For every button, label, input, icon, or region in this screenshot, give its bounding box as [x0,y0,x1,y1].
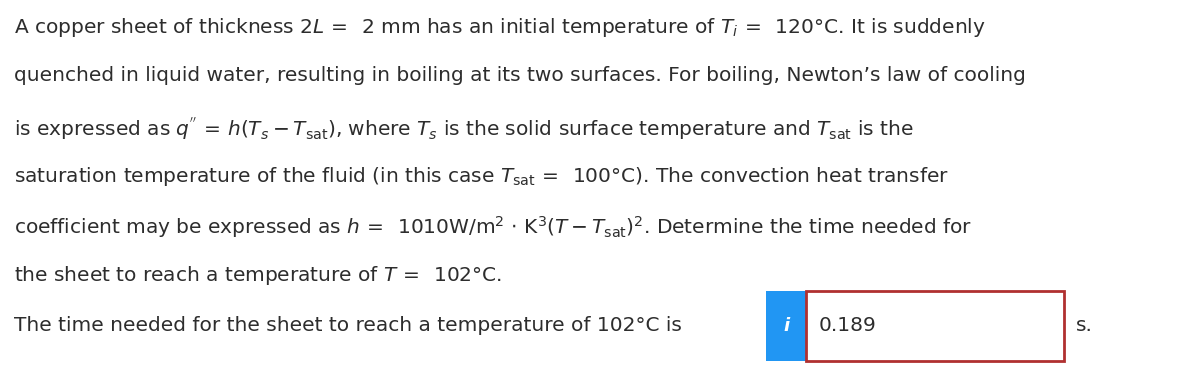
Text: The time needed for the sheet to reach a temperature of 102°C is: The time needed for the sheet to reach a… [14,316,683,335]
Text: saturation temperature of the fluid (in this case $T_{\mathrm{sat}}\,=\,$ 100°C): saturation temperature of the fluid (in … [14,165,949,188]
Text: 0.189: 0.189 [818,316,876,335]
FancyBboxPatch shape [766,291,806,361]
FancyBboxPatch shape [806,291,1064,361]
Text: quenched in liquid water, resulting in boiling at its two surfaces. For boiling,: quenched in liquid water, resulting in b… [14,66,1026,85]
Text: A copper sheet of thickness $2L\,=\,$ 2 mm has an initial temperature of $T_i\,=: A copper sheet of thickness $2L\,=\,$ 2 … [14,16,986,40]
Text: coefficient may be expressed as $h\,=\,$ 1010W/m$^2$ $\cdot$ K$^3$$(T - T_{\math: coefficient may be expressed as $h\,=\,$… [14,214,972,240]
Text: i: i [782,317,790,335]
Text: s.: s. [1076,316,1093,335]
Text: the sheet to reach a temperature of $T\,=\,$ 102°C.: the sheet to reach a temperature of $T\,… [14,264,503,287]
Text: is expressed as $q^{''}\,=\,h(T_s - T_{\mathrm{sat}})$, where $T_s$ is the solid: is expressed as $q^{''}\,=\,h(T_s - T_{\… [14,115,914,142]
